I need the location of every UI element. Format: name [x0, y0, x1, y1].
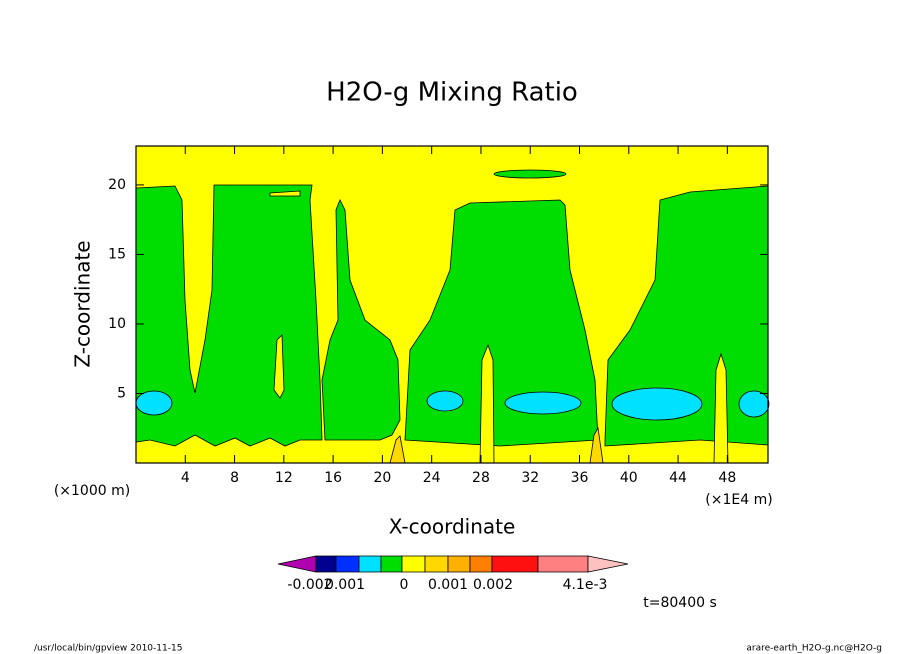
x-tick-label: 20: [373, 470, 391, 486]
contour-fill: [493, 169, 567, 179]
colorbar-swatch: [401, 555, 426, 573]
contour-fill: [269, 190, 301, 399]
contour-fill: [504, 391, 582, 415]
colorbar-label: 0.001: [325, 577, 365, 593]
colorbar-swatch: [424, 555, 449, 573]
contour-fill: [738, 390, 770, 418]
time-label: t=80400 s: [643, 595, 717, 611]
y-tick-label: 20: [108, 177, 126, 193]
y-axis-title: Z-coordinate: [71, 240, 95, 367]
x-tick-label: 8: [230, 470, 239, 486]
y-tick-label: 5: [117, 385, 126, 401]
x-tick-label: 36: [571, 470, 589, 486]
footer: /usr/local/bin/gpview 2010-11-15: [34, 644, 182, 654]
colorbar-swatch: [335, 555, 360, 573]
colorbar-label: 0.002: [473, 577, 513, 593]
contour-fill: [604, 185, 769, 447]
x-tick-label: 44: [669, 470, 687, 486]
colorbar-label: -0.002: [287, 577, 332, 593]
colorbar-swatch: [277, 555, 317, 573]
x-axis-title: X-coordinate: [389, 515, 516, 539]
x-tick-label: 48: [718, 470, 736, 486]
colorbar-swatch: [358, 555, 382, 573]
colorbar-swatch: [315, 555, 337, 573]
colorbar-swatch: [469, 555, 493, 573]
x-tick-label: 40: [620, 470, 638, 486]
x-tick-label: 12: [275, 470, 293, 486]
contour-fill: [611, 387, 703, 421]
x-unit-label: (×1000 m): [54, 483, 130, 499]
colorbar-swatch: [491, 555, 539, 573]
contour-fill: [135, 390, 173, 416]
colorbar-swatch: [587, 555, 629, 573]
x-unit-label: (×1E4 m): [705, 492, 772, 508]
x-tick-label: 4: [181, 470, 190, 486]
x-tick-label: 32: [521, 470, 539, 486]
y-tick-label: 15: [108, 246, 126, 262]
colorbar-swatch: [537, 555, 589, 573]
colorbar-label: 0.001: [428, 577, 468, 593]
colorbar-swatch: [380, 555, 403, 573]
contour-fill: [426, 390, 464, 412]
footer: arare-earth_H2O-g.nc@H2O-g: [746, 644, 882, 654]
contour-field: [135, 145, 770, 464]
colorbar-label: 0: [400, 577, 409, 593]
y-tick-label: 10: [108, 316, 126, 332]
contour-fill: [321, 199, 401, 441]
x-tick-label: 24: [423, 470, 441, 486]
chart-title: H2O-g Mixing Ratio: [326, 78, 578, 108]
contour-fill: [479, 343, 495, 464]
plot-frame: [135, 145, 769, 464]
colorbar-swatch: [447, 555, 471, 573]
colorbar-label: 4.1e-3: [563, 577, 608, 593]
x-tick-label: 28: [472, 470, 490, 486]
x-tick-label: 16: [324, 470, 342, 486]
contour-fill: [713, 352, 729, 464]
